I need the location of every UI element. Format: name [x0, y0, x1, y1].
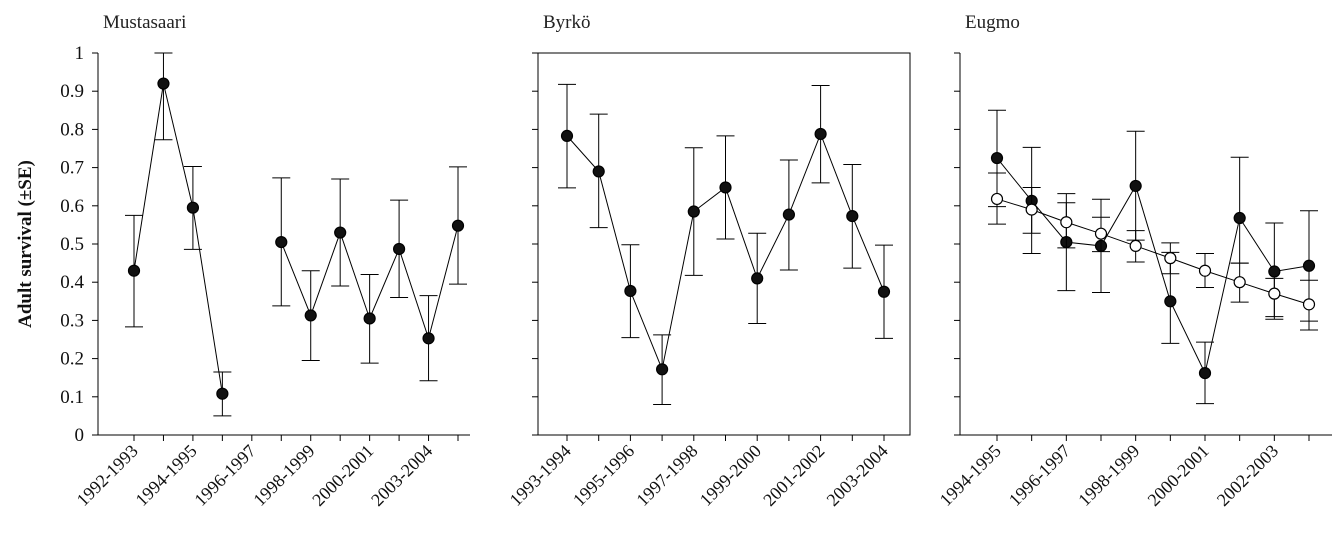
data-point: [814, 127, 827, 141]
data-point: [1094, 227, 1108, 240]
data-point: [127, 264, 141, 277]
x-tick-label: 1992-1993: [73, 441, 142, 510]
x-tick-label: 2002-2003: [1213, 441, 1282, 510]
data-point: [719, 181, 732, 194]
panel-title: Byrkö: [543, 12, 591, 33]
data-point: [990, 192, 1004, 206]
x-tick-label: 1998-1999: [249, 441, 318, 510]
data-point: [216, 387, 229, 400]
data-point: [1268, 265, 1281, 278]
panel-frame: [537, 52, 911, 436]
y-tick-label: 0.2: [60, 349, 84, 370]
data-point: [687, 205, 700, 218]
y-tick-label: 0.6: [60, 196, 84, 217]
data-point: [877, 285, 891, 298]
data-point: [186, 201, 200, 214]
y-axis-label: Adult survival (±SE): [15, 160, 36, 328]
y-tick-label: 0.9: [60, 81, 84, 102]
x-tick-label: 1994-1995: [131, 441, 200, 510]
x-tick-label: 1998-1999: [1074, 441, 1143, 510]
data-point: [560, 129, 574, 142]
data-point: [363, 312, 376, 325]
data-point: [157, 77, 170, 90]
data-point: [1129, 179, 1142, 193]
data-point: [1129, 239, 1142, 253]
data-point: [592, 165, 605, 178]
data-point: [1198, 367, 1212, 380]
panel-1: Mustasaari 0 0.1 0.2 0.3 0.4 0.5 0.6 0.7 0.8 0.9 1 1…: [60, 12, 470, 510]
data-point: [1164, 295, 1177, 308]
data-point: [751, 272, 764, 285]
series-1: [988, 109, 1318, 405]
x-tick-label: 1999-2000: [696, 441, 765, 510]
data-point: [655, 363, 669, 376]
data-point: [1268, 287, 1281, 300]
data-point: [1164, 252, 1177, 265]
panel-2: Byrkö 1993-19941995-19961997-19981999-200…: [506, 12, 911, 510]
data-point: [846, 210, 859, 223]
series-line: [996, 198, 1310, 305]
data-point: [304, 309, 317, 322]
data-point: [392, 242, 406, 256]
series-line: [133, 83, 223, 394]
data-point: [990, 151, 1004, 165]
x-tick-label: 2003-2004: [367, 441, 436, 510]
x-tick-label: 2000-2001: [1144, 441, 1213, 510]
x-tick-label: 1996-1997: [1005, 441, 1074, 510]
data-point: [1025, 203, 1038, 216]
data-point: [782, 208, 796, 221]
x-tick-label: 1996-1997: [190, 441, 259, 510]
x-tick-label: 2003-2004: [823, 441, 892, 510]
panel-title: Eugmo: [965, 12, 1020, 33]
y-tick-label: 1: [75, 43, 85, 64]
data-point: [1302, 298, 1316, 311]
data-point: [334, 226, 347, 239]
x-tick-label: 2001-2002: [759, 441, 828, 510]
y-tick-label: 0.1: [60, 387, 84, 408]
series-line: [996, 157, 1310, 375]
data-point: [1198, 264, 1212, 277]
data-point: [1060, 216, 1073, 229]
x-tick-label: 1995-1996: [569, 441, 638, 510]
series-1: [125, 52, 467, 417]
data-point: [624, 284, 637, 298]
series-2: [988, 172, 1318, 331]
y-tick-label: 0.8: [60, 119, 84, 140]
x-tick-label: 2000-2001: [308, 441, 377, 510]
panel-3: Eugmo 1994-1995 1996-1997 1998-1999 2000-200…: [936, 12, 1332, 510]
data-point: [1302, 259, 1316, 272]
y-tick-label: 0.3: [60, 310, 84, 331]
x-tick-label: 1997-1998: [632, 441, 701, 510]
y-tick-label: 0: [75, 425, 85, 446]
data-point: [1233, 211, 1246, 225]
series-1: [558, 83, 893, 405]
data-point: [422, 332, 435, 345]
y-tick-label: 0.5: [60, 234, 84, 255]
y-tick-label: 0.4: [60, 272, 84, 293]
data-point: [1233, 276, 1246, 289]
x-tick-label: 1993-1994: [506, 441, 575, 510]
y-tick-label: 0.7: [60, 158, 84, 179]
data-point: [451, 219, 465, 232]
panel-title: Mustasaari: [103, 12, 186, 33]
data-point: [275, 235, 288, 249]
x-tick-label: 1994-1995: [936, 441, 1005, 510]
